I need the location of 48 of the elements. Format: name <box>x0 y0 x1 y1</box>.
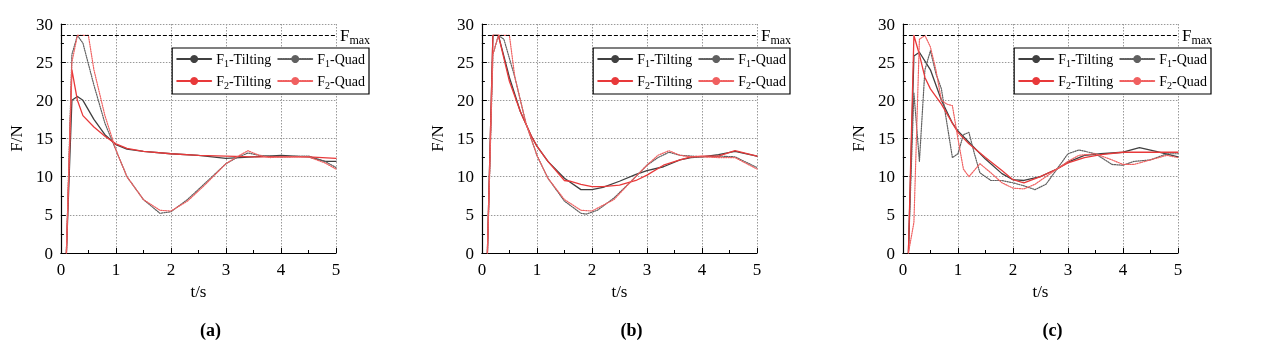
y-tick-label: 20 <box>877 90 895 110</box>
y-axis-title: F/N <box>849 125 868 152</box>
y-tick-label: 20 <box>456 90 474 110</box>
y-tick-label: 5 <box>886 205 895 225</box>
y-tick-label: 25 <box>877 52 895 72</box>
text: (b) <box>620 320 643 341</box>
x-tick-label: 3 <box>642 260 652 279</box>
x-tick-label: 0 <box>898 260 908 279</box>
x-tick-label: 4 <box>1118 260 1128 279</box>
y-tick-label: 15 <box>877 129 895 148</box>
y-tick-label: 5 <box>44 205 53 225</box>
x-tick-label: 1 <box>532 260 542 279</box>
text: (c) <box>1042 320 1063 341</box>
y-tick-label: 5 <box>465 205 474 225</box>
text: (a) <box>200 320 221 341</box>
x-axis-title: t/s <box>611 282 628 301</box>
y-tick-label: 30 <box>456 14 474 34</box>
y-tick-label: 15 <box>456 129 474 148</box>
y-axis-title: F/N <box>428 125 447 152</box>
y-axis-title: F/N <box>7 125 26 152</box>
y-tick-label: 20 <box>35 90 53 110</box>
y-tick-label: 25 <box>456 52 474 72</box>
x-tick-label: 0 <box>56 260 66 279</box>
y-tick-label: 10 <box>456 167 474 187</box>
x-tick-label: 4 <box>697 260 707 279</box>
y-tick-label: 10 <box>877 167 895 187</box>
x-tick-label: 0 <box>477 260 487 279</box>
y-tick-label: 0 <box>44 243 53 263</box>
y-tick-label: 10 <box>35 167 53 187</box>
y-tick-label: 15 <box>35 129 53 148</box>
y-tick-label: 30 <box>877 14 895 34</box>
x-tick-label: 2 <box>587 260 597 279</box>
x-tick-label: 2 <box>1008 260 1018 279</box>
x-tick-label: 2 <box>166 260 176 279</box>
x-axis-title: t/s <box>190 282 207 301</box>
x-tick-label: 1 <box>953 260 963 279</box>
y-tick-label: 0 <box>465 243 474 263</box>
x-tick-label: 3 <box>1063 260 1073 279</box>
x-tick-label: 3 <box>221 260 231 279</box>
x-tick-label: 5 <box>752 260 762 279</box>
y-tick-label: 30 <box>35 14 53 34</box>
x-axis-title: t/s <box>1032 282 1049 301</box>
x-tick-label: 4 <box>276 260 286 279</box>
x-tick-label: 5 <box>331 260 341 279</box>
x-tick-label: 5 <box>1173 260 1183 279</box>
y-tick-label: 0 <box>886 243 895 263</box>
y-tick-label: 25 <box>35 52 53 72</box>
x-tick-label: 1 <box>111 260 121 279</box>
